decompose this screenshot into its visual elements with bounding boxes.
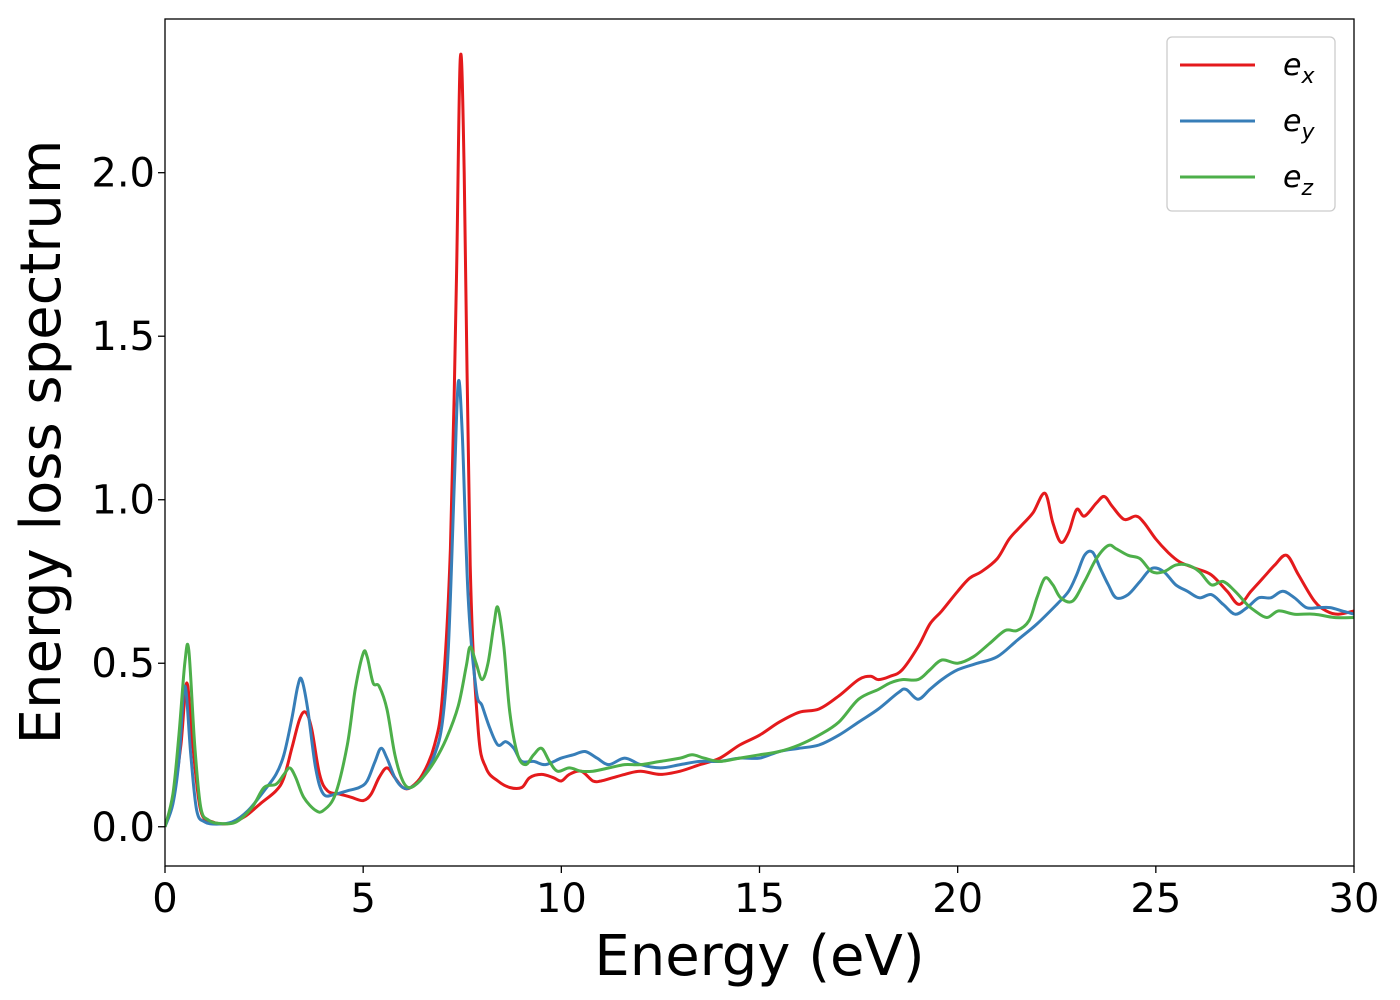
y-tick-label: 0.0 [91,805,155,851]
x-tick-label: 25 [1130,876,1181,922]
x-tick-label: 0 [152,876,177,922]
legend-label-y: ey [1283,104,1315,145]
x-axis-title: Energy (eV) [594,924,924,989]
legend-frame [1166,36,1336,212]
series-layer [165,52,1354,828]
x-tick-label: 15 [734,876,785,922]
series-line-z [165,543,1354,828]
legend: ex ey ez [1166,36,1336,212]
y-tick-label: 2.0 [91,151,155,197]
x-axis: 0 5 10 15 20 25 30 [152,866,1379,922]
y-axis: 0.0 0.5 1.0 1.5 2.0 [91,151,165,851]
y-tick-label: 0.5 [91,641,155,687]
y-axis-title: Energy loss spectrum [9,140,74,745]
legend-label-x: ex [1283,48,1315,89]
x-tick-label: 30 [1329,876,1380,922]
y-tick-label: 1.0 [91,478,155,524]
x-tick-label: 20 [932,876,983,922]
x-tick-label: 5 [350,876,375,922]
y-tick-label: 1.5 [91,314,155,360]
x-tick-label: 10 [536,876,587,922]
legend-label-z: ez [1283,160,1313,201]
